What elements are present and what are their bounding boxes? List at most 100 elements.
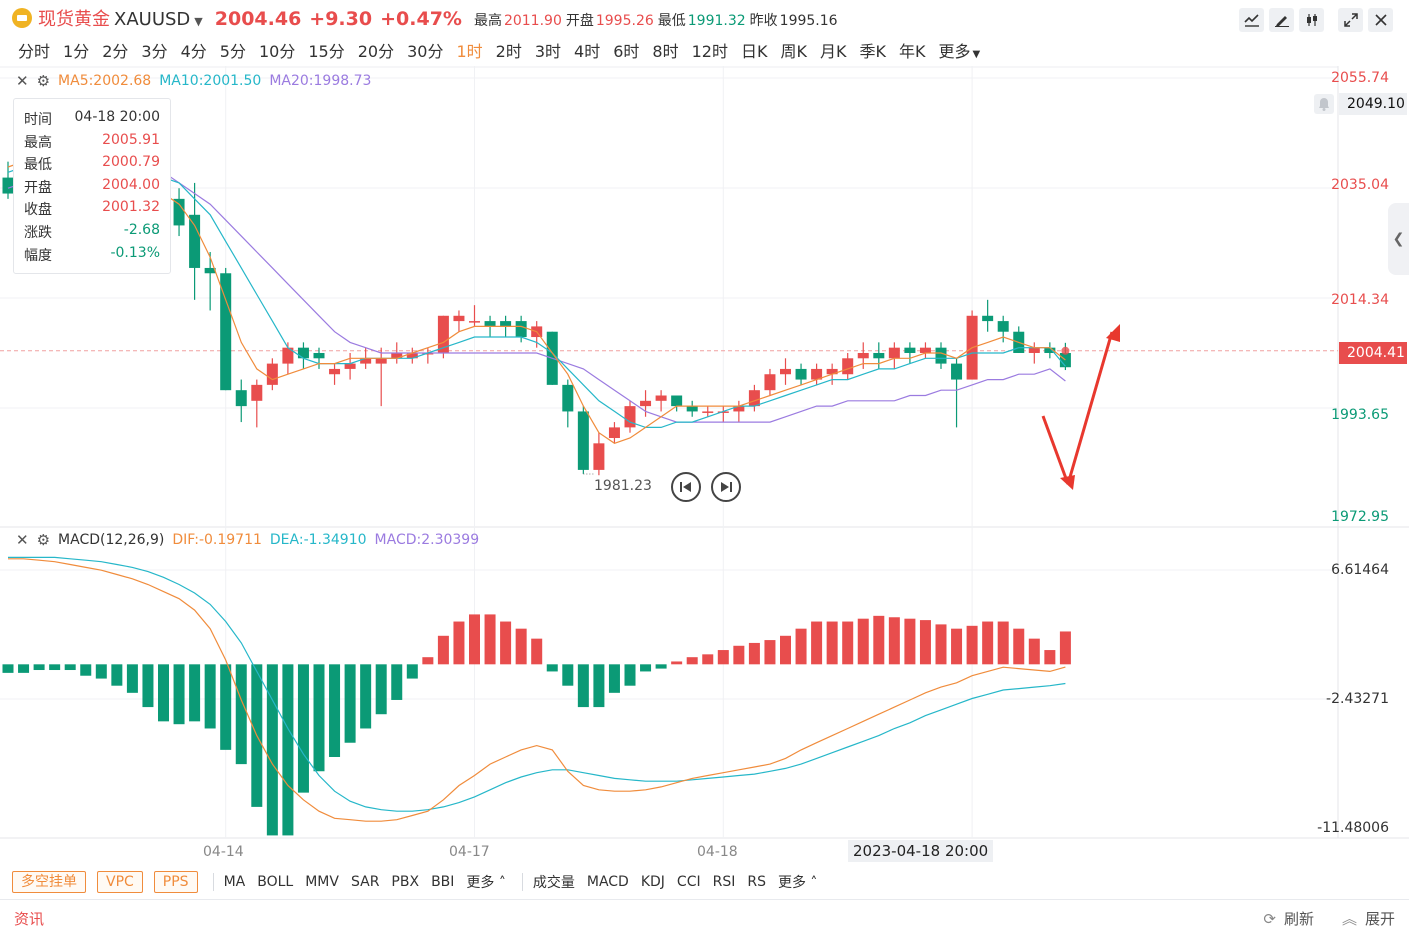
settings-icon[interactable]: ⚙ [36, 72, 51, 90]
main-indicator-item[interactable]: BBI [431, 873, 455, 890]
instrument-symbol[interactable]: XAUUSD [114, 9, 191, 30]
main-indicator-item[interactable]: BOLL [257, 873, 294, 890]
main-indicator-item[interactable]: MMV [305, 873, 339, 890]
crosshair-info-box: 时间 04-18 20:00 最高 2005.91 最低 2000.79 开盘 2004.00… [13, 98, 171, 274]
period-tab[interactable]: 4分 [180, 42, 207, 61]
period-tab[interactable]: 2时 [495, 42, 522, 61]
period-tab[interactable]: 1分 [63, 42, 90, 61]
forward-icon[interactable] [711, 472, 741, 502]
chevron-down-icon[interactable]: ▼ [194, 15, 203, 28]
period-tab[interactable]: 8时 [652, 42, 679, 61]
macd-bar [904, 618, 916, 665]
period-tab[interactable]: 4时 [574, 42, 601, 61]
ma20-label: MA20:1998.73 [269, 73, 372, 89]
sub-indicator-item[interactable]: 成交量 [532, 874, 575, 891]
period-tab[interactable]: 月K [819, 42, 847, 61]
dif-line [8, 558, 1066, 822]
macd-bar [857, 618, 869, 665]
candle-body [313, 352, 325, 359]
period-more[interactable]: 更多 ▼ [938, 38, 980, 62]
macd-bar [764, 640, 776, 665]
candle-body [329, 368, 341, 375]
info-key: 涨跌 [24, 224, 52, 241]
period-tab[interactable]: 1时 [456, 42, 483, 61]
fullscreen-icon[interactable] [1338, 8, 1363, 32]
period-tab[interactable]: 周K [780, 42, 807, 61]
period-tab[interactable]: 10分 [258, 42, 296, 61]
candle-body [935, 347, 947, 364]
side-panel-toggle[interactable]: ❮ [1388, 203, 1409, 275]
macd-bar [158, 664, 169, 722]
news-tab[interactable]: 资讯 [14, 910, 45, 928]
refresh-button[interactable]: ⟳ 刷新 [1263, 908, 1314, 929]
info-key: 最高 [24, 134, 52, 151]
period-tab[interactable]: 12时 [691, 42, 728, 61]
info-row: 涨跌 -2.68 [24, 222, 160, 245]
toolbar-divider [212, 872, 214, 891]
close-icon[interactable]: ✕ [16, 531, 29, 549]
macd-bar [1013, 628, 1025, 665]
high-label: 最高 [473, 13, 502, 29]
price-axis-label: 2014.34 [1331, 292, 1389, 308]
period-tab[interactable]: 30分 [407, 42, 444, 61]
candle-body [1044, 347, 1056, 353]
sub-indicator-more[interactable]: 更多 ˄ [778, 872, 817, 892]
price-axis-label: 1972.95 [1331, 509, 1389, 525]
chevron-up-icon: ˄ [805, 874, 818, 891]
sub-indicator-item[interactable]: KDJ [640, 873, 665, 890]
price-tag-top: 2049.10 [1339, 93, 1407, 115]
chevron-up-double-icon: ︽ [1341, 910, 1357, 928]
period-tab[interactable]: 季K [859, 42, 886, 61]
dea-label: DEA:-1.34910 [269, 532, 367, 548]
candle-body [717, 411, 729, 413]
rewind-icon[interactable] [671, 472, 701, 502]
main-indicator-item[interactable]: MA [223, 873, 246, 890]
period-tab[interactable]: 2分 [102, 42, 129, 61]
line-tool-icon[interactable] [1239, 8, 1264, 32]
sub-indicator-item[interactable]: CCI [676, 873, 701, 890]
period-tab[interactable]: 3分 [141, 42, 168, 61]
tag-button[interactable]: VPC [97, 870, 143, 893]
close-icon[interactable] [1368, 8, 1393, 32]
period-tab[interactable]: 20分 [357, 42, 395, 61]
sub-indicator-item[interactable]: RSI [712, 873, 736, 890]
info-row: 时间 04-18 20:00 [24, 109, 160, 132]
period-tab[interactable]: 年K [898, 42, 926, 61]
candle-style-icon[interactable] [1299, 8, 1324, 32]
main-indicator-more[interactable]: 更多 ˄ [466, 872, 505, 892]
settings-icon[interactable]: ⚙ [36, 531, 51, 549]
sub-indicator-item[interactable]: MACD [586, 873, 629, 890]
main-indicator-item[interactable]: PBX [391, 873, 420, 890]
main-indicator-item[interactable]: SAR [350, 873, 380, 890]
macd-bar [562, 664, 574, 686]
ma20-line [7, 161, 1066, 423]
macd-bar [640, 664, 652, 672]
annotation-arrow [1066, 331, 1114, 485]
info-row: 幅度 -0.13% [24, 245, 160, 268]
macd-bar [266, 664, 278, 836]
bell-icon[interactable] [1314, 94, 1334, 114]
macd-bar [1044, 650, 1056, 665]
macd-bar [297, 664, 309, 793]
expand-button[interactable]: ︽ 展开 [1342, 908, 1395, 929]
period-tab[interactable]: 日K [740, 42, 768, 61]
candle-body [220, 273, 232, 391]
tag-button[interactable]: PPS [153, 870, 198, 893]
period-tab[interactable]: 3时 [534, 42, 562, 61]
macd-bar [748, 642, 760, 665]
period-tab[interactable]: 分时 [18, 42, 51, 61]
chart-area[interactable]: ✕ ⚙ MA5:2002.68 MA10:2001.50 MA20:1998.7… [0, 66, 1409, 868]
period-tab[interactable]: 15分 [308, 42, 345, 61]
close-icon[interactable]: ✕ [16, 72, 29, 90]
tag-button[interactable]: 多空挂单 [12, 870, 86, 893]
quote-summary: 现货黄金 XAUUSD ▼ 2004.46 +9.30 +0.47% 最高 20… [12, 5, 838, 31]
sub-indicator-item[interactable]: RS [747, 873, 766, 890]
macd-bar [624, 664, 636, 686]
candle-body [640, 400, 652, 407]
kline-chart[interactable] [0, 66, 1409, 868]
instrument-name[interactable]: 现货黄金 [38, 9, 110, 30]
draw-tool-icon[interactable] [1269, 8, 1294, 32]
candle-body [406, 352, 418, 359]
period-tab[interactable]: 6时 [613, 42, 640, 61]
period-tab[interactable]: 5分 [219, 42, 246, 61]
